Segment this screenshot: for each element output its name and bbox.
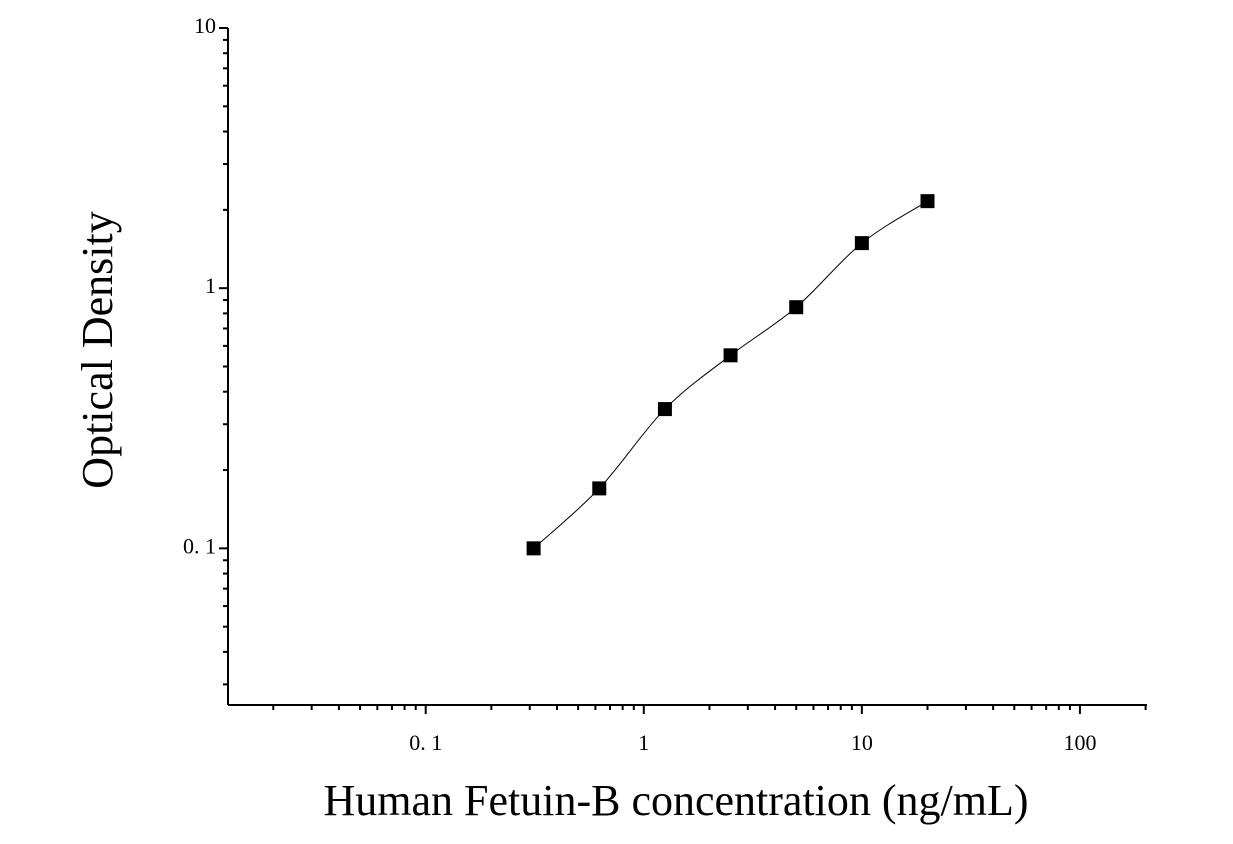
x-tick-label: 1 — [638, 730, 649, 755]
data-point — [723, 348, 738, 363]
x-tick-label: 0. 1 — [409, 730, 442, 755]
x-axis-title: Human Fetuin-B concentration (ng/mL) — [323, 776, 1028, 825]
x-tick-label: 100 — [1063, 730, 1096, 755]
data-point — [657, 402, 672, 417]
y-axis-title: Optical Density — [73, 211, 122, 488]
x-tick-label: 10 — [851, 730, 873, 755]
y-tick-label: 1 — [205, 273, 216, 298]
data-point — [920, 194, 935, 209]
fit-curve — [533, 200, 928, 549]
data-point — [854, 236, 869, 251]
data-point — [592, 481, 607, 496]
data-point — [789, 300, 804, 315]
y-tick-label: 0. 1 — [183, 533, 216, 558]
data-point — [526, 541, 541, 556]
y-tick-label: 10 — [194, 13, 216, 38]
